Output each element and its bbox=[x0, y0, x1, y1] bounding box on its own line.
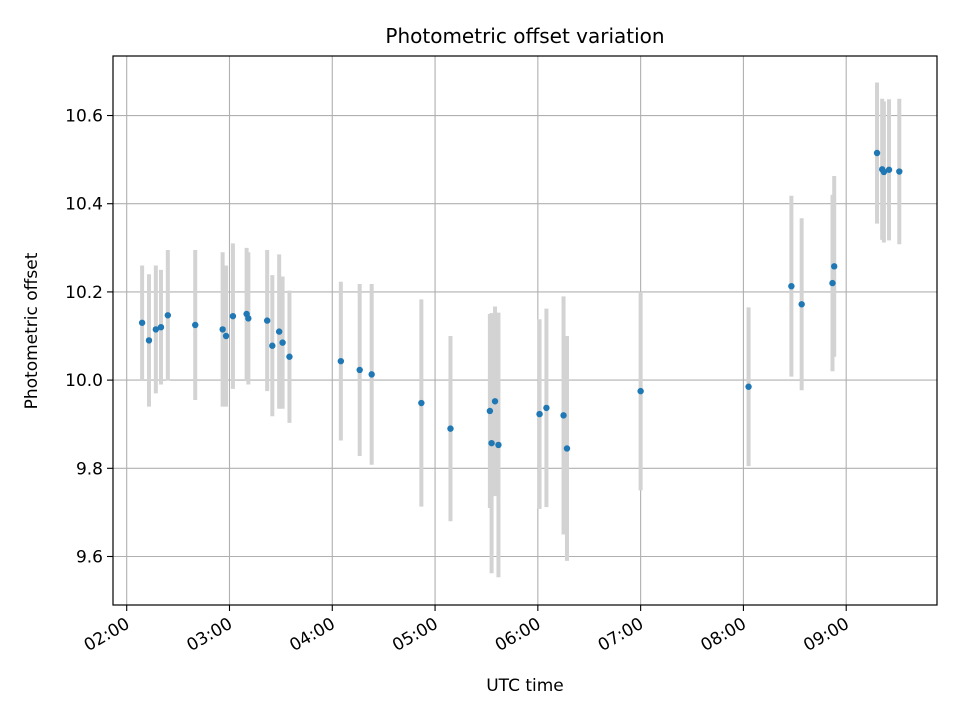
data-point bbox=[637, 387, 644, 395]
data-point bbox=[491, 398, 499, 405]
data-point bbox=[486, 407, 494, 415]
data-point bbox=[356, 366, 363, 374]
y-tick-label: 10.0 bbox=[65, 371, 103, 391]
data-point bbox=[138, 319, 146, 326]
data-point bbox=[829, 279, 836, 287]
data-point bbox=[745, 383, 752, 390]
data-points bbox=[138, 149, 903, 452]
data-point bbox=[269, 342, 276, 349]
data-point bbox=[447, 425, 454, 432]
data-point bbox=[279, 339, 286, 346]
y-tick-label: 10.2 bbox=[65, 283, 103, 303]
data-point bbox=[263, 317, 271, 324]
data-point bbox=[222, 332, 230, 340]
data-point bbox=[885, 166, 893, 173]
data-point bbox=[788, 282, 795, 290]
data-point bbox=[286, 353, 293, 360]
data-point bbox=[896, 168, 903, 175]
y-tick-label: 10.4 bbox=[65, 195, 103, 215]
data-point bbox=[337, 357, 345, 365]
x-axis-label: UTC time bbox=[486, 676, 564, 696]
data-point bbox=[488, 439, 495, 447]
y-axis-label: Photometric offset bbox=[22, 252, 42, 409]
y-tick-label: 9.8 bbox=[76, 459, 103, 479]
data-point bbox=[536, 410, 543, 418]
data-point bbox=[368, 371, 375, 378]
data-point bbox=[229, 312, 237, 320]
data-point bbox=[880, 168, 888, 176]
data-point bbox=[418, 399, 425, 407]
data-point bbox=[219, 326, 226, 333]
chart-title: Photometric offset variation bbox=[385, 24, 664, 48]
data-point bbox=[152, 326, 160, 333]
data-point bbox=[543, 404, 550, 412]
data-point bbox=[798, 301, 805, 308]
plot-frame bbox=[112, 55, 938, 606]
data-point bbox=[192, 321, 199, 329]
data-point bbox=[245, 315, 252, 322]
data-point bbox=[873, 149, 881, 157]
data-point bbox=[560, 412, 567, 419]
y-tick-label: 9.6 bbox=[76, 547, 103, 567]
data-point bbox=[831, 263, 838, 270]
y-tick-label: 10.6 bbox=[65, 107, 103, 127]
data-point bbox=[563, 445, 571, 452]
data-point bbox=[495, 441, 502, 449]
data-point bbox=[275, 328, 283, 335]
data-point bbox=[145, 337, 153, 344]
data-point bbox=[164, 312, 172, 319]
data-point bbox=[157, 323, 165, 331]
